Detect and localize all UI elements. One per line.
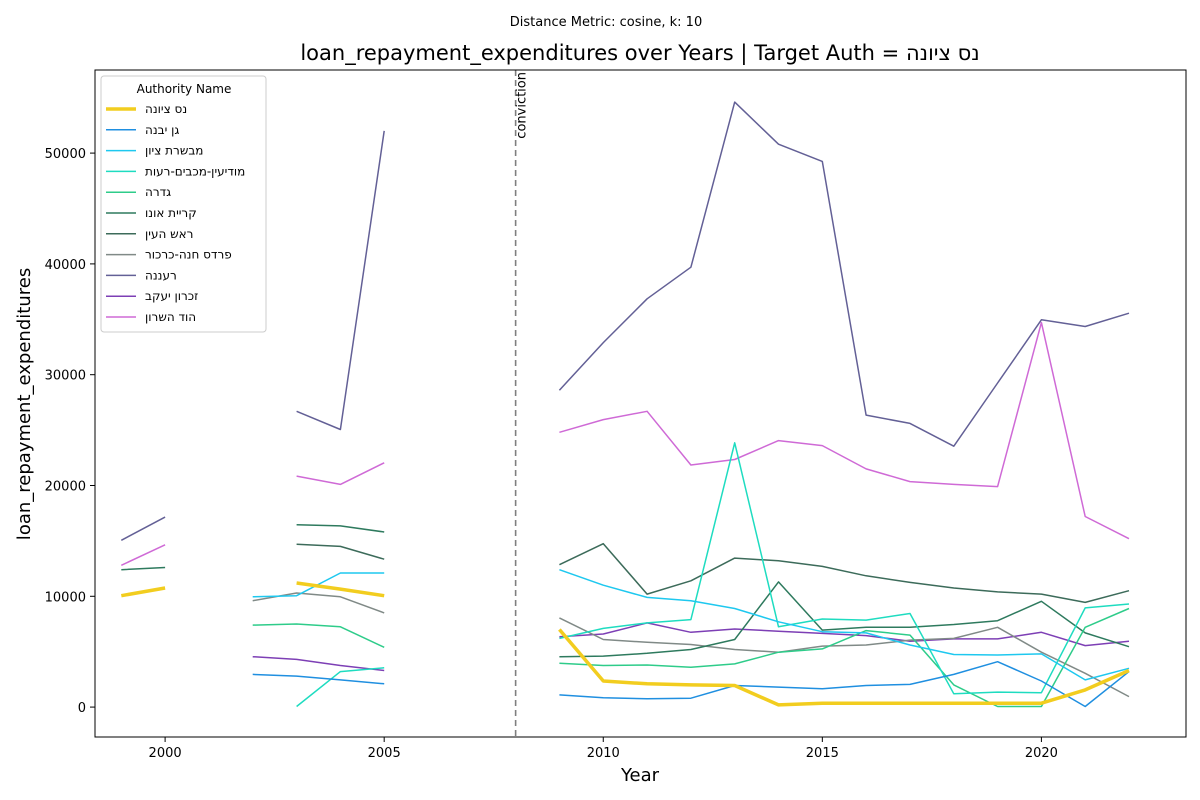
- plot-frame: [94, 69, 1187, 738]
- legend-label: קריית אונו: [145, 206, 197, 220]
- y-tick-label: 40000: [45, 258, 86, 273]
- legend-label: גדרה: [145, 185, 171, 199]
- legend-box: [100, 75, 267, 333]
- y-tick-label: 30000: [45, 369, 86, 384]
- chart-suptitle: Distance Metric: cosine, k: 10: [510, 15, 702, 30]
- series-line: [252, 622, 1130, 672]
- series-line: [252, 660, 1130, 708]
- legend: Authority Name נס ציונה גן יבנה מבשרת ציון…: [100, 75, 267, 333]
- y-tick-label: 20000: [45, 479, 86, 494]
- x-tick-label: 2000: [149, 746, 182, 761]
- y-tick-label: 50000: [45, 147, 86, 162]
- series-line: [120, 101, 1130, 541]
- series-line: [120, 321, 1130, 566]
- legend-label: נס ציונה: [145, 102, 187, 116]
- y-tick-label: 0: [78, 701, 86, 716]
- x-tick-label: 2020: [1025, 746, 1058, 761]
- legend-label: מבשרת ציון: [145, 144, 203, 158]
- legend-label: מודיעין-מכבים-רעות: [145, 164, 245, 178]
- series-line: [120, 581, 1130, 707]
- series-line: [296, 542, 1130, 604]
- legend-label: זכרון יעקב: [145, 289, 198, 303]
- legend-label: רעננה: [145, 268, 177, 282]
- series-line: [252, 607, 1130, 708]
- conviction-label: conviction: [515, 72, 530, 139]
- legend-label: ראש העין: [145, 227, 193, 241]
- y-axis-title: loan_repayment_expenditures: [14, 268, 35, 540]
- x-tick-label: 2010: [587, 746, 620, 761]
- y-tick-label: 10000: [45, 590, 86, 605]
- series-line: [296, 442, 1130, 708]
- x-tick-label: 2005: [368, 746, 401, 761]
- legend-label: הוד השרון: [145, 310, 196, 324]
- plot-area: [95, 70, 1186, 737]
- x-tick-label: 2015: [806, 746, 839, 761]
- chart-title: loan_repayment_expenditures over Years |…: [300, 41, 979, 66]
- legend-label: גן יבנה: [145, 123, 179, 137]
- x-axis-title: Year: [620, 765, 660, 786]
- legend-title: Authority Name: [137, 82, 232, 96]
- legend-label: פרדס חנה-כרכור: [145, 248, 232, 262]
- series-line: [121, 524, 1130, 658]
